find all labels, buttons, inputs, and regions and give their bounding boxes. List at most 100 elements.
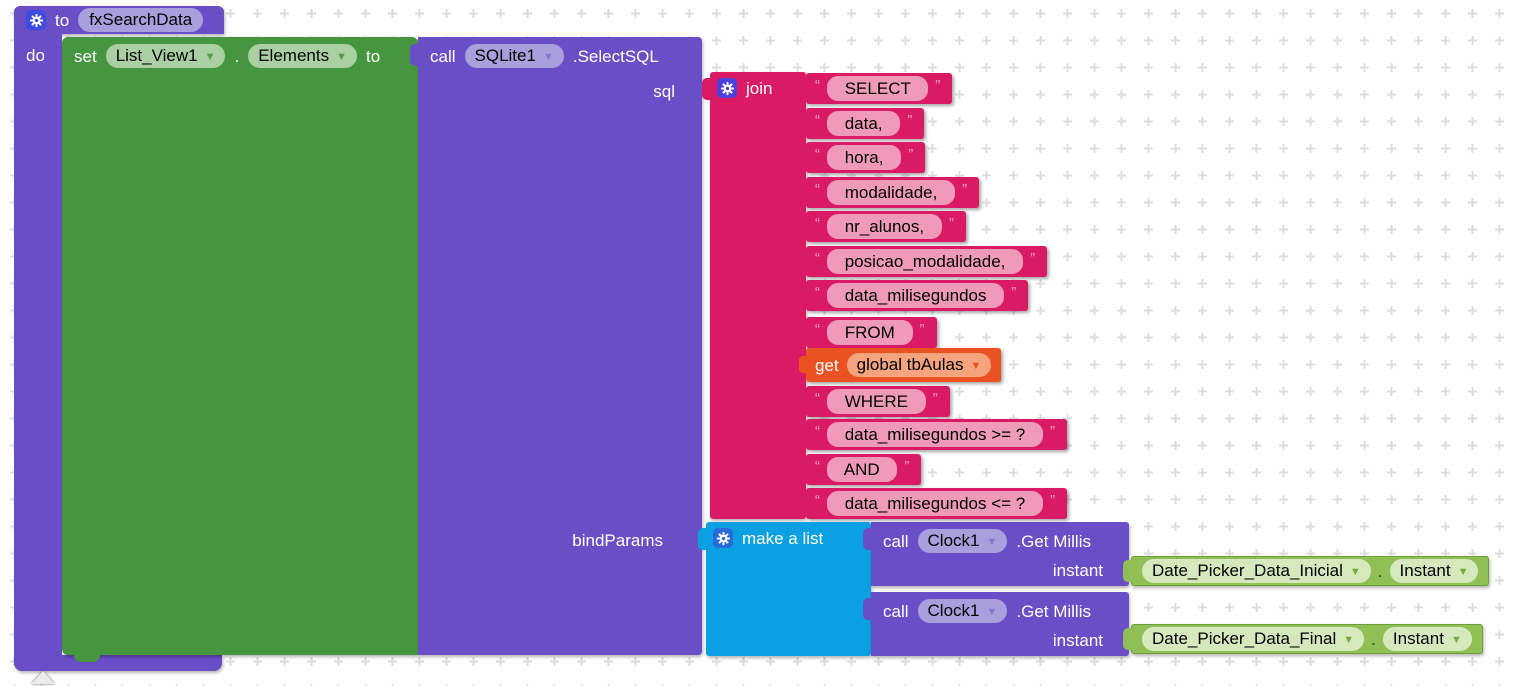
open-quote: “	[815, 492, 820, 509]
text-string-block[interactable]: “ WHERE ”	[799, 386, 950, 417]
string-text-field[interactable]: data_milisegundos	[827, 283, 1005, 308]
close-quote: ”	[1030, 250, 1036, 267]
close-quote: ”	[1049, 492, 1055, 509]
property-dropdown[interactable]: Instant ▼	[1382, 627, 1472, 651]
instant-param-label: instant	[1052, 561, 1103, 580]
method-name: .Get Millis	[1016, 531, 1091, 551]
dropdown-arrow-icon: ▼	[986, 605, 998, 618]
open-quote: “	[815, 423, 820, 440]
join-text-block[interactable]: join	[702, 72, 806, 519]
mutator-gear-icon[interactable]	[26, 10, 46, 30]
text-string-block[interactable]: “ SELECT ”	[798, 73, 953, 104]
open-quote: “	[815, 181, 820, 198]
string-text-field[interactable]: data_milisegundos >= ?	[827, 422, 1043, 447]
close-quote: ”	[962, 181, 968, 198]
property-getter-block-inicial[interactable]: Date_Picker_Data_Inicial ▼ . Instant ▼	[1123, 556, 1490, 586]
mutator-gear-icon[interactable]	[717, 78, 737, 98]
close-quote: ”	[907, 112, 913, 129]
close-quote: ”	[935, 77, 941, 94]
close-quote: ”	[948, 215, 954, 232]
dropdown-arrow-icon: ▼	[986, 535, 998, 548]
text-string-block[interactable]: “ AND ”	[798, 454, 922, 485]
close-quote: ”	[1049, 423, 1055, 440]
string-text-field[interactable]: nr_alunos,	[827, 214, 942, 239]
dropdown-arrow-icon: ▼	[204, 50, 216, 63]
set-keyword: set	[74, 46, 97, 66]
string-text-field[interactable]: hora,	[827, 145, 902, 170]
component-dropdown[interactable]: Clock1 ▼	[917, 599, 1008, 623]
component-dropdown[interactable]: Date_Picker_Data_Inicial ▼	[1142, 559, 1371, 583]
open-quote: “	[815, 77, 820, 94]
do-keyword: do	[26, 46, 45, 65]
value-plug	[1123, 560, 1132, 582]
text-string-block[interactable]: “ data_milisegundos <= ? ”	[799, 488, 1067, 519]
dot-separator: .	[234, 46, 240, 66]
property-dropdown[interactable]: Elements ▼	[248, 44, 357, 68]
text-string-block[interactable]: “ data_milisegundos >= ? ”	[799, 419, 1067, 450]
call-selectsql-block[interactable]: call SQLite1 ▼ .SelectSQL sql bindParams	[410, 37, 702, 655]
warning-triangle-icon[interactable]	[31, 671, 55, 684]
string-text-field[interactable]: modalidade,	[827, 180, 956, 205]
open-quote: “	[815, 458, 820, 475]
property-dropdown[interactable]: Instant ▼	[1389, 559, 1479, 583]
component-dropdown[interactable]: Date_Picker_Data_Final ▼	[1142, 627, 1365, 651]
method-name: .Get Millis	[1016, 601, 1091, 621]
string-text-field[interactable]: AND	[827, 457, 898, 482]
mutator-gear-icon[interactable]	[713, 528, 733, 548]
method-name: .SelectSQL	[572, 46, 659, 66]
string-text-field[interactable]: SELECT	[827, 76, 929, 101]
procedure-block-body[interactable]: do	[14, 33, 62, 656]
call-getmillis-block-2[interactable]: call Clock1 ▼ .Get Millis instant	[863, 592, 1129, 656]
close-quote: ”	[904, 458, 910, 475]
open-quote: “	[815, 390, 820, 407]
set-property-block[interactable]: set List_View1 ▼ . Elements ▼ to	[62, 37, 418, 655]
to-keyword: to	[55, 10, 70, 30]
dropdown-arrow-icon: ▼	[1457, 565, 1469, 578]
open-quote: “	[815, 112, 820, 129]
component-dropdown[interactable]: Clock1 ▼	[917, 529, 1008, 553]
make-a-list-block[interactable]: make a list	[698, 522, 871, 656]
string-text-field[interactable]: data,	[827, 111, 901, 136]
call-getmillis-block-1[interactable]: call Clock1 ▼ .Get Millis instant	[863, 522, 1129, 586]
procedure-block-footer[interactable]	[14, 655, 222, 671]
get-variable-block[interactable]: get global tbAulas ▼	[798, 348, 1002, 382]
text-string-block[interactable]: “ modalidade, ”	[798, 177, 980, 208]
call-keyword: call	[883, 601, 909, 621]
variable-dropdown[interactable]: global tbAulas ▼	[846, 353, 992, 377]
procedure-block-header[interactable]: to fxSearchData	[14, 6, 224, 34]
value-plug	[410, 44, 419, 66]
string-text-field[interactable]: FROM	[827, 320, 913, 345]
component-dropdown[interactable]: SQLite1 ▼	[464, 44, 564, 68]
string-text-field[interactable]: posicao_modalidade,	[827, 249, 1024, 274]
open-quote: “	[815, 215, 820, 232]
property-getter-block-final[interactable]: Date_Picker_Data_Final ▼ . Instant ▼	[1123, 624, 1483, 654]
string-text-field[interactable]: WHERE	[827, 389, 926, 414]
value-plug	[863, 528, 872, 550]
dot-separator: .	[1371, 629, 1376, 649]
dropdown-arrow-icon: ▼	[1349, 565, 1361, 578]
dropdown-arrow-icon: ▼	[970, 359, 982, 372]
dropdown-arrow-icon: ▼	[542, 50, 554, 63]
instant-param-label: instant	[1052, 631, 1103, 650]
value-plug	[698, 528, 707, 550]
text-string-block[interactable]: “ nr_alunos, ”	[799, 211, 966, 242]
open-quote: “	[815, 146, 820, 163]
procedure-name-field[interactable]: fxSearchData	[78, 8, 204, 32]
call-keyword: call	[430, 46, 456, 66]
text-string-block[interactable]: “ data, ”	[798, 108, 925, 139]
sql-param-label: sql	[653, 82, 675, 101]
call-keyword: call	[883, 531, 909, 551]
make-a-list-label: make a list	[742, 528, 824, 548]
dot-separator: .	[1377, 561, 1383, 581]
component-dropdown[interactable]: List_View1 ▼	[105, 44, 226, 68]
text-string-block[interactable]: “ data_milisegundos ”	[798, 280, 1029, 311]
dropdown-arrow-icon: ▼	[336, 50, 347, 63]
open-quote: “	[815, 321, 820, 338]
text-string-block[interactable]: “ posicao_modalidade, ”	[798, 246, 1048, 277]
bindparams-param-label: bindParams	[572, 531, 663, 550]
close-quote: ”	[932, 390, 938, 407]
text-string-block[interactable]: “ hora, ”	[798, 142, 926, 173]
string-text-field[interactable]: data_milisegundos <= ?	[827, 491, 1043, 516]
text-string-block[interactable]: “ FROM ”	[799, 317, 937, 348]
